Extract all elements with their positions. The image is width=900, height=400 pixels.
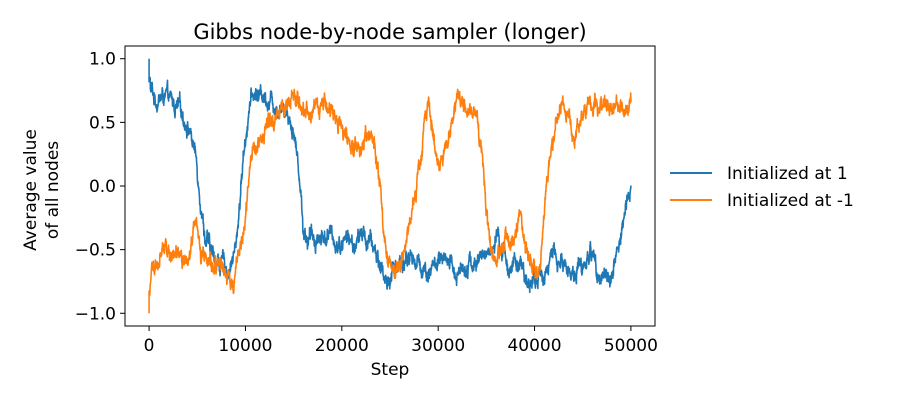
y-tick-label: 0.0 bbox=[89, 177, 116, 197]
y-tick-label: −0.5 bbox=[75, 241, 116, 261]
y-axis-label-line2: of all nodes bbox=[43, 141, 63, 239]
x-tick-label: 30000 bbox=[411, 336, 465, 356]
series-line-2 bbox=[148, 88, 632, 314]
x-tick-label: 20000 bbox=[315, 336, 369, 356]
x-tick-label: 40000 bbox=[507, 336, 561, 356]
legend-label-1: Initialized at 1 bbox=[727, 164, 848, 184]
y-tick-label: 1.0 bbox=[89, 50, 116, 70]
x-tick-label: 50000 bbox=[604, 336, 658, 356]
y-axis-label-line1: Average value bbox=[21, 129, 41, 251]
chart-title: Gibbs node-by-node sampler (longer) bbox=[193, 20, 586, 44]
y-tick-label: −1.0 bbox=[75, 304, 116, 324]
x-tick-label: 10000 bbox=[218, 336, 272, 356]
series-layer bbox=[148, 58, 632, 314]
legend: Initialized at 1 Initialized at -1 bbox=[670, 164, 854, 211]
y-axis: −1.0 −0.5 0.0 0.5 1.0 bbox=[75, 50, 125, 324]
x-axis: 0 10000 20000 30000 40000 50000 bbox=[144, 326, 658, 356]
x-axis-label: Step bbox=[371, 360, 410, 380]
legend-label-2: Initialized at -1 bbox=[727, 191, 854, 211]
x-tick-label: 0 bbox=[144, 336, 155, 356]
y-tick-label: 0.5 bbox=[89, 113, 116, 133]
